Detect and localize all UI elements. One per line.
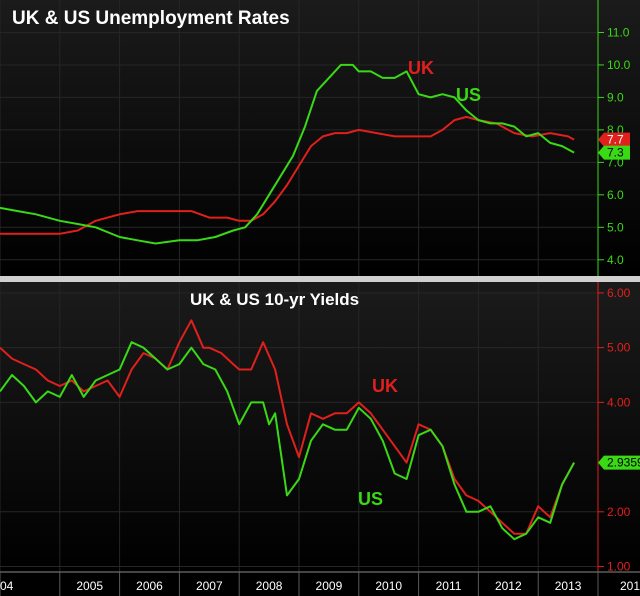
- unemployment-y-tick-label: 5.0: [607, 220, 624, 234]
- unemployment-us-line: [0, 63, 575, 245]
- unemployment-us-last-value-text: 7.3: [607, 146, 624, 160]
- yields-us-series-label: US: [358, 489, 383, 509]
- x-tick-label-left-edge: 04: [0, 579, 14, 593]
- x-axis-ticks: 2005 2006 2007 2008 2009 2010 2011 2012 2013 04 20…: [0, 572, 640, 596]
- yields-last-value-badges: 2.9359: [598, 455, 640, 470]
- yields-y-tick-label: 4.00: [607, 395, 631, 409]
- unemployment-series-labels: UK US: [408, 58, 481, 105]
- x-tick-label: 2006: [136, 579, 163, 593]
- yields-us-line: [0, 341, 575, 541]
- unemployment-series: [0, 63, 575, 245]
- unemployment-last-value-badges: 7.77.3: [598, 132, 630, 160]
- x-axis-background: [0, 572, 640, 596]
- yields-series: [0, 319, 575, 541]
- unemployment-gridlines: [0, 0, 599, 276]
- x-tick-label: 2013: [555, 579, 582, 593]
- unemployment-uk-last-value-badge: [598, 132, 630, 147]
- unemployment-uk-last-value-text: 7.7: [607, 133, 624, 147]
- x-tick-label: 2011: [436, 579, 462, 593]
- unemployment-chart-title: UK & US Unemployment Rates: [12, 8, 290, 29]
- unemployment-uk-series-label: UK: [408, 58, 434, 78]
- x-tick-label: 2005: [76, 579, 103, 593]
- yields-y-tick-label: 6.00: [607, 286, 631, 300]
- yields-uk-line: [0, 319, 575, 535]
- unemployment-y-tick-label: 6.0: [607, 188, 624, 202]
- x-tick-label: 2007: [196, 579, 223, 593]
- yields-us-last-value-text: 2.9359: [607, 456, 640, 470]
- x-tick-label: 2009: [316, 579, 343, 593]
- unemployment-y-tick-label: 4.0: [607, 253, 624, 267]
- yields-y-tick-label: 1.00: [607, 560, 631, 574]
- panel-divider: [0, 276, 640, 282]
- yields-y-tick-label: 5.00: [607, 341, 631, 355]
- x-tick-label: 2010: [375, 579, 402, 593]
- yields-y-tick-label: 2.00: [607, 505, 631, 519]
- yields-uk-series-label: UK: [372, 376, 398, 396]
- unemployment-y-ticks: 4.05.06.07.08.09.010.011.0: [598, 25, 631, 267]
- x-tick-label-right-edge: 201: [620, 579, 640, 593]
- yields-series-labels: UK US: [358, 376, 398, 509]
- unemployment-us-series-label: US: [456, 85, 481, 105]
- yields-y-ticks: 1.00 2.00 4.00 5.00 6.00: [598, 286, 631, 574]
- x-axis: 2005 2006 2007 2008 2009 2010 2011 2012 2013 04 20…: [0, 571, 640, 596]
- unemployment-y-tick-label: 10.0: [607, 58, 631, 72]
- x-tick-label: 2012: [495, 579, 522, 593]
- yields-us-last-value-badge: [598, 455, 640, 470]
- unemployment-us-last-value-badge: [598, 145, 630, 160]
- yields-panel: 1.00 2.00 4.00 5.00 6.00 2.9359 UK US UK & US…: [0, 282, 640, 574]
- unemployment-y-tick-label: 11.0: [607, 25, 630, 39]
- yields-chart-title: UK & US 10-yr Yields: [190, 290, 359, 309]
- x-tick-label: 2008: [256, 579, 283, 593]
- unemployment-y-tick-label: 9.0: [607, 90, 624, 104]
